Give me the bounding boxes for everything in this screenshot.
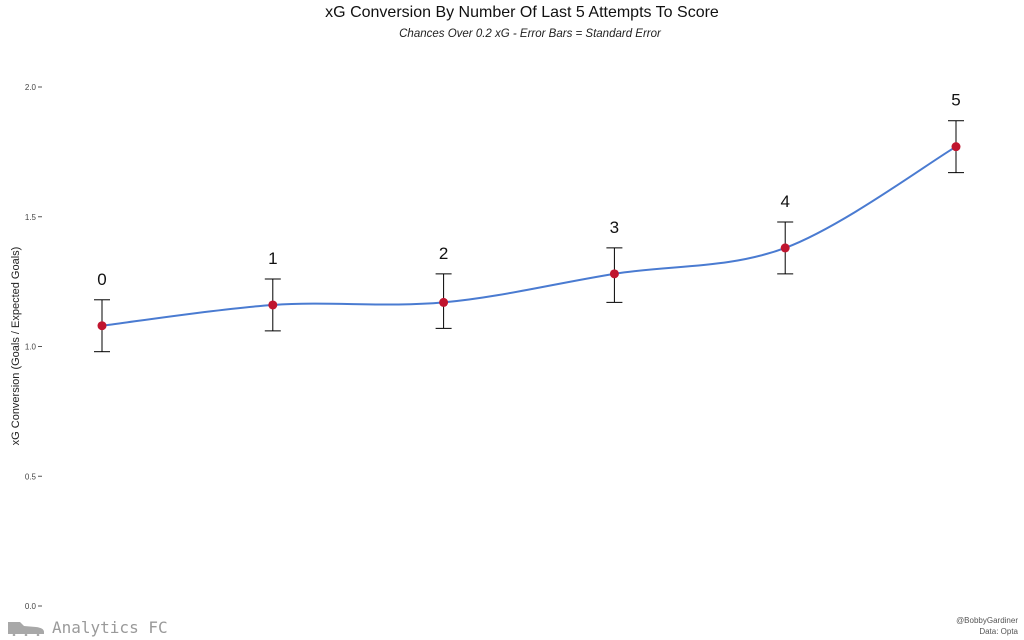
- credit-source: Data: Opta: [979, 627, 1018, 636]
- brand-name: Analytics FC: [52, 617, 168, 637]
- data-point: [439, 297, 449, 307]
- trend-line: [101, 145, 957, 327]
- data-point: [951, 142, 961, 152]
- data-point: [780, 243, 790, 253]
- data-point: [268, 300, 278, 310]
- boot-icon: [8, 622, 44, 636]
- y-tick-label: 1.5: [25, 213, 37, 222]
- chart-subtitle: Chances Over 0.2 xG - Error Bars = Stand…: [399, 28, 661, 40]
- y-tick-label: 2.0: [25, 83, 37, 92]
- data-point: [609, 269, 619, 279]
- y-tick-label: 0.0: [25, 602, 37, 611]
- y-tick-label: 0.5: [25, 472, 37, 481]
- chart-title: xG Conversion By Number Of Last 5 Attemp…: [325, 4, 719, 21]
- data-label: 3: [610, 218, 619, 237]
- brand-logo: Analytics FC: [6, 617, 168, 637]
- data-label: 5: [951, 91, 960, 110]
- data-label: 4: [780, 192, 789, 211]
- data-label: 0: [97, 270, 106, 289]
- data-label: 2: [439, 244, 448, 263]
- data-point: [97, 321, 107, 331]
- credit-handle: @BobbyGardiner: [956, 616, 1018, 625]
- data-label: 1: [268, 249, 277, 268]
- y-tick-label: 1.0: [25, 343, 37, 352]
